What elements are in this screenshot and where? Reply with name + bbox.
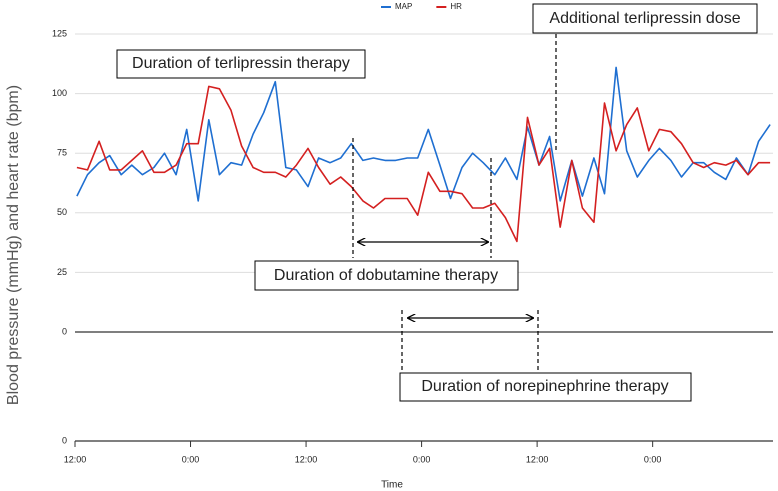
y-axis-label: Blood pressure (mmHg) and heart rate (bp… [5,85,22,405]
legend-label: HR [450,2,462,11]
y-tick-label: 125 [52,28,67,38]
y-tick-label: 75 [57,148,67,158]
y-tick-label: 100 [52,88,67,98]
legend-label: MAP [395,2,412,11]
plot: 0 25 50 75 100 125 12:00 0:00 12:00 0:00 12:00 0:00 [52,28,773,464]
annotation: Duration of terlipressin therapy [132,55,350,72]
annotation-box [116,49,366,79]
y-axis-bottom-label: 0 [62,435,67,445]
x-tick-label: 0:00 [644,454,662,464]
x-tick-label: 0:00 [182,454,200,464]
annotations: Duration of terlipressin therapy Additio… [116,3,758,402]
x-tick-label: 12:00 [64,454,87,464]
annotation-box [399,372,692,402]
annotation-box [532,3,758,34]
x-axis-label: Time [381,480,403,491]
annotation: Additional terlipressin dose [549,10,740,27]
x-tick-label: 0:00 [413,454,431,464]
x-tick-label: 12:00 [295,454,318,464]
y-tick-label: 0 [62,326,67,336]
annotation: Duration of norepinephrine therapy [421,378,668,395]
y-tick-label: 25 [57,267,67,277]
line-series [76,66,771,202]
y-tick-label: 50 [57,207,67,217]
annotation-box [254,260,519,291]
line-series [76,85,771,243]
x-tick-label: 12:00 [526,454,549,464]
annotation: Duration of dobutamine therapy [274,267,498,284]
